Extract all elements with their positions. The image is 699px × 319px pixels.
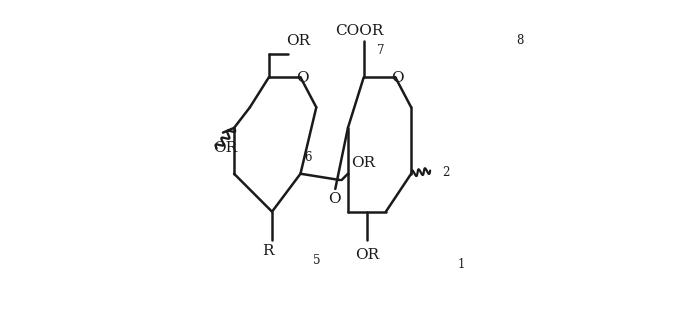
- Text: O: O: [328, 192, 340, 206]
- Text: OR: OR: [287, 34, 310, 48]
- Text: R: R: [263, 244, 274, 258]
- Text: 5: 5: [313, 254, 321, 267]
- Text: 7: 7: [377, 44, 384, 57]
- Text: 2: 2: [442, 166, 449, 179]
- Text: 1: 1: [458, 258, 465, 271]
- Text: 8: 8: [516, 34, 524, 48]
- Text: OR: OR: [213, 141, 238, 155]
- Text: O: O: [391, 71, 404, 85]
- Text: OR: OR: [352, 156, 375, 170]
- Text: COOR: COOR: [336, 25, 384, 38]
- Text: OR: OR: [355, 248, 380, 262]
- Text: 6: 6: [304, 152, 312, 164]
- Text: O: O: [296, 71, 309, 85]
